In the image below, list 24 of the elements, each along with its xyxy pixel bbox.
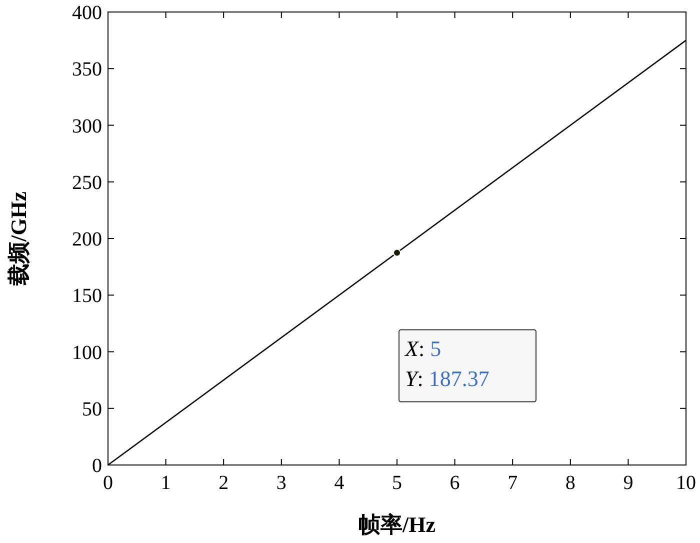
y-tick-label: 200 — [72, 228, 102, 250]
x-tick-label: 10 — [676, 472, 696, 494]
y-tick-label: 300 — [72, 115, 102, 138]
x-tick-label: 2 — [218, 472, 229, 494]
y-tick-label: 250 — [72, 172, 102, 194]
annotation: X: 5 — [404, 336, 442, 361]
x-axis-title: 帧率/Hz — [358, 512, 436, 537]
x-tick-label: 1 — [160, 472, 171, 494]
annotation: Y: 187.37 — [405, 366, 490, 391]
x-tick-label: 3 — [276, 472, 286, 494]
x-tick-label: 5 — [392, 472, 402, 494]
y-tick-label: 100 — [72, 342, 102, 364]
y-tick-label: 50 — [82, 398, 102, 420]
x-tick-label: 4 — [334, 472, 344, 494]
y-tick-label: 400 — [72, 2, 102, 24]
y-axis-title: 载频/GHz — [6, 191, 31, 287]
y-tick-label: 150 — [72, 285, 102, 308]
x-tick-label: 7 — [508, 472, 518, 494]
y-tick-label: 0 — [92, 455, 102, 477]
x-tick-label: 8 — [565, 472, 576, 494]
datatip: X: 5 Y: 187.37 — [398, 329, 536, 402]
x-tick-label: 6 — [450, 472, 460, 494]
x-tick-label: 9 — [623, 472, 634, 494]
y-tick-label: 350 — [72, 58, 102, 81]
